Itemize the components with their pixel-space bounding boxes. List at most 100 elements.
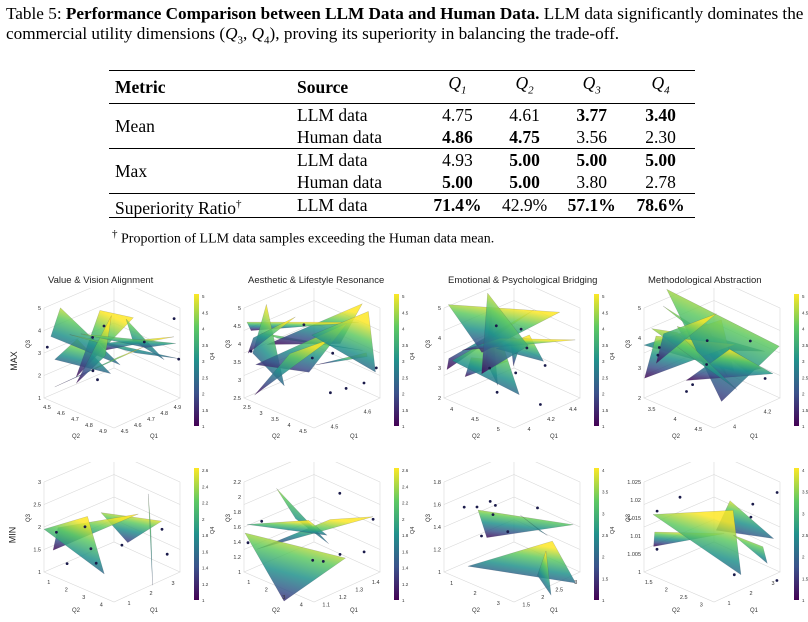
data-point (311, 558, 315, 562)
y-tick-label: 3 (700, 602, 703, 608)
x-axis-label: Q1 (150, 608, 159, 614)
data-point (89, 547, 93, 551)
z-axis-label: Q3 (26, 513, 32, 522)
row-label: MIN (7, 526, 18, 544)
colorbar-tick-label: 1 (602, 424, 605, 429)
source-cell: Human data (297, 126, 383, 147)
colorbar-tick-label: 1 (602, 598, 605, 603)
x-axis-label: Q1 (350, 434, 359, 440)
data-point (91, 336, 94, 339)
colorbar-tick-label: 1.5 (802, 576, 808, 581)
y-tick-label: 4.5 (471, 417, 479, 423)
table-row: Human data 5.00 5.00 3.80 2.78 (109, 171, 695, 194)
z-tick-label: 5 (438, 306, 441, 312)
data-point (655, 509, 659, 513)
colorbar (794, 468, 799, 600)
colorbar-tick-label: 5 (802, 294, 805, 299)
caption-text-b: ), proving its superiority in balancing … (269, 24, 620, 43)
colorbar (194, 468, 199, 600)
colorbar-tick-label: 1 (402, 424, 405, 429)
x-tick-label: 4.7 (147, 417, 155, 423)
colorbar-tick-label: 2 (802, 392, 805, 397)
colorbar-tick-label: 3 (202, 359, 205, 364)
colorbar-tick-label: 3 (602, 511, 605, 516)
colorbar-tick-label: 3.5 (802, 490, 808, 495)
colorbar-tick-label: 3.5 (602, 343, 609, 348)
caption-q4-sub: 4 (264, 34, 270, 47)
colorbar-tick-label: 4 (602, 327, 605, 332)
z-axis-label: Q3 (26, 339, 32, 348)
y-tick-label: 2 (65, 587, 68, 593)
colorbar-tick-label: 5 (202, 294, 205, 299)
colorbar-label: Q4 (410, 527, 416, 534)
data-point (462, 505, 466, 509)
data-point (519, 327, 523, 331)
data-point (338, 553, 342, 556)
data-point (749, 515, 753, 519)
data-point (488, 500, 492, 503)
colorbar-tick-label: 1 (202, 598, 205, 603)
value-cell: 3.77 (557, 102, 627, 126)
z-tick-label: 1.02 (630, 498, 641, 504)
z-tick-label: 1 (38, 570, 41, 576)
surface-panel: 1.8 1.6 1.4 1.2 1 1 2 3 1.5 2 2.5 3 Q1 Q2 Q3 4 3.5 3 2.5 2 1… (426, 462, 616, 614)
value-cell: 57.1% (557, 192, 627, 219)
y-tick-label: 2.5 (680, 595, 688, 601)
value-cell: 5.00 (557, 147, 627, 171)
z-tick-label: 1.4 (433, 525, 441, 531)
colorbar-tick-label: 3.5 (802, 343, 808, 348)
x-tick-label: 4.2 (547, 417, 555, 423)
colorbar-tick-label: 4 (802, 327, 805, 332)
z-tick-label: 3 (438, 366, 441, 372)
value-cell: 78.6% (626, 192, 695, 219)
colorbar-tick-label: 2.2 (402, 501, 409, 506)
header-q4: Q4 (626, 70, 695, 104)
x-axis-label: Q1 (750, 434, 759, 440)
metric-cell: Mean (109, 102, 291, 148)
data-point (495, 390, 499, 394)
y-axis-label: Q2 (472, 608, 481, 614)
x-tick-label: 4 (527, 427, 530, 433)
data-point (331, 351, 335, 355)
x-tick-label: 1.5 (522, 602, 530, 608)
data-point (691, 383, 694, 386)
colorbar-tick-label: 3.5 (402, 343, 409, 348)
value-cell: 4.75 (509, 126, 540, 147)
z-tick-label: 1 (238, 570, 241, 576)
y-tick-label: 3.5 (648, 407, 656, 413)
data-point (55, 530, 58, 534)
data-point (172, 317, 176, 320)
value-cell: 5.00 (442, 171, 473, 192)
x-tick-label: 1 (727, 601, 730, 607)
colorbar-tick-label: 1.6 (402, 549, 409, 554)
z-tick-label: 4 (238, 342, 241, 348)
caption-text-a: LLM data significantly dominates the com… (6, 4, 804, 43)
colorbar-tick-label: 2.4 (402, 484, 409, 489)
y-tick-label: 2.5 (243, 405, 251, 411)
z-tick-label: 4 (638, 336, 641, 342)
colorbar-tick-label: 1.4 (202, 566, 209, 571)
colorbar (794, 294, 799, 426)
data-point (488, 366, 491, 370)
colorbar-tick-label: 1 (802, 424, 805, 429)
colorbar-tick-label: 1.8 (402, 533, 409, 538)
colorbar-tick-label: 2 (602, 392, 605, 397)
y-tick-label: 4 (300, 602, 303, 608)
data-point (94, 561, 98, 565)
x-tick-label: 3 (771, 581, 774, 587)
y-tick-label: 4.7 (71, 417, 79, 423)
caption-sep: , (243, 24, 252, 43)
data-point (543, 364, 547, 367)
data-point (480, 534, 483, 538)
z-axis-label: Q3 (626, 513, 632, 522)
source-cell: LLM data (291, 192, 423, 219)
colorbar (594, 294, 599, 426)
z-tick-label: 1.2 (433, 548, 441, 554)
colorbar-tick-label: 1.5 (202, 408, 209, 413)
colorbar (194, 294, 199, 426)
y-tick-label: 4.6 (57, 411, 65, 417)
value-cell: 5.00 (491, 147, 558, 171)
table-header-row: Metric Source Q1 Q2 Q3 Q4 (109, 70, 695, 104)
surface-panel: 5 4 3 2 4 4.5 5 4 4.2 4.4 Q1 Q2 Q3 5 4.5 4 3.5 3 2.5 2 1.5 1 Q… (426, 288, 616, 440)
